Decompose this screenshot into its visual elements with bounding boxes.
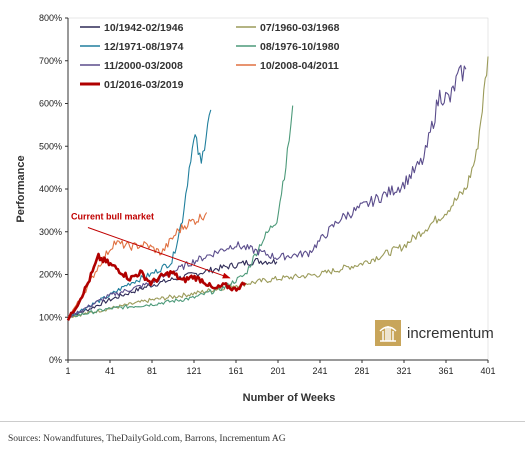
legend-label-1: 07/1960-03/1968 bbox=[260, 22, 340, 34]
axes: 0% 100% 200% 300% 400% 500% 600% 700% 800% 1 41 81 1… bbox=[39, 13, 496, 376]
legend-label-6: 01/2016-03/2019 bbox=[104, 79, 184, 91]
x-tick-label: 321 bbox=[396, 366, 411, 376]
y-tick-label: 500% bbox=[39, 141, 62, 151]
x-tick-label: 241 bbox=[312, 366, 327, 376]
incrementum-logo-icon bbox=[375, 320, 401, 346]
x-axis-title: Number of Weeks bbox=[243, 392, 336, 404]
series-line-5 bbox=[67, 212, 208, 318]
series-line-4 bbox=[67, 64, 467, 318]
y-axis-title: Performance bbox=[15, 155, 27, 222]
logo-wordmark: incrementum bbox=[407, 325, 494, 342]
annotation-label-0: Current bull market bbox=[71, 211, 154, 221]
y-tick-label: 400% bbox=[39, 184, 62, 194]
legend-label-0: 10/1942-02/1946 bbox=[104, 22, 184, 34]
incrementum-logo: incrementum bbox=[375, 320, 494, 346]
x-tick-label: 161 bbox=[228, 366, 243, 376]
y-tick-label: 800% bbox=[39, 13, 62, 23]
y-tick-label: 200% bbox=[39, 270, 62, 280]
legend: 10/1942-02/1946 07/1960-03/1968 12/1971-08… bbox=[80, 22, 340, 91]
legend-label-3: 08/1976-10/1980 bbox=[260, 41, 340, 53]
performance-chart: 0% 100% 200% 300% 400% 500% 600% 700% 800% 1 41 81 1… bbox=[15, 13, 496, 404]
y-tick-label: 700% bbox=[39, 56, 62, 66]
series-line-1 bbox=[67, 56, 489, 319]
x-tick-label: 81 bbox=[147, 366, 157, 376]
y-tick-label: 0% bbox=[49, 355, 62, 365]
x-tick-label: 361 bbox=[438, 366, 453, 376]
x-tick-label: 201 bbox=[270, 366, 285, 376]
legend-label-4: 11/2000-03/2008 bbox=[104, 60, 183, 72]
annotation-layer: Current bull market bbox=[71, 211, 231, 279]
source-note: Sources: Nowandfutures, TheDailyGold.com… bbox=[8, 434, 286, 444]
x-tick-label: 281 bbox=[354, 366, 369, 376]
y-tick-label: 600% bbox=[39, 99, 62, 109]
legend-label-2: 12/1971-08/1974 bbox=[104, 41, 184, 53]
annotation-arrow-0 bbox=[87, 227, 231, 279]
y-tick-label: 300% bbox=[39, 227, 62, 237]
x-tick-label: 1 bbox=[65, 366, 70, 376]
series-line-0 bbox=[67, 257, 278, 318]
series-line-3 bbox=[67, 105, 294, 318]
y-tick-label: 100% bbox=[39, 312, 62, 322]
series-line-6 bbox=[66, 252, 247, 321]
x-tick-label: 121 bbox=[186, 366, 201, 376]
series-layer bbox=[66, 56, 489, 321]
x-tick-label: 401 bbox=[480, 366, 495, 376]
footer-divider bbox=[0, 421, 525, 422]
legend-label-5: 10/2008-04/2011 bbox=[260, 60, 339, 72]
x-tick-label: 41 bbox=[105, 366, 115, 376]
